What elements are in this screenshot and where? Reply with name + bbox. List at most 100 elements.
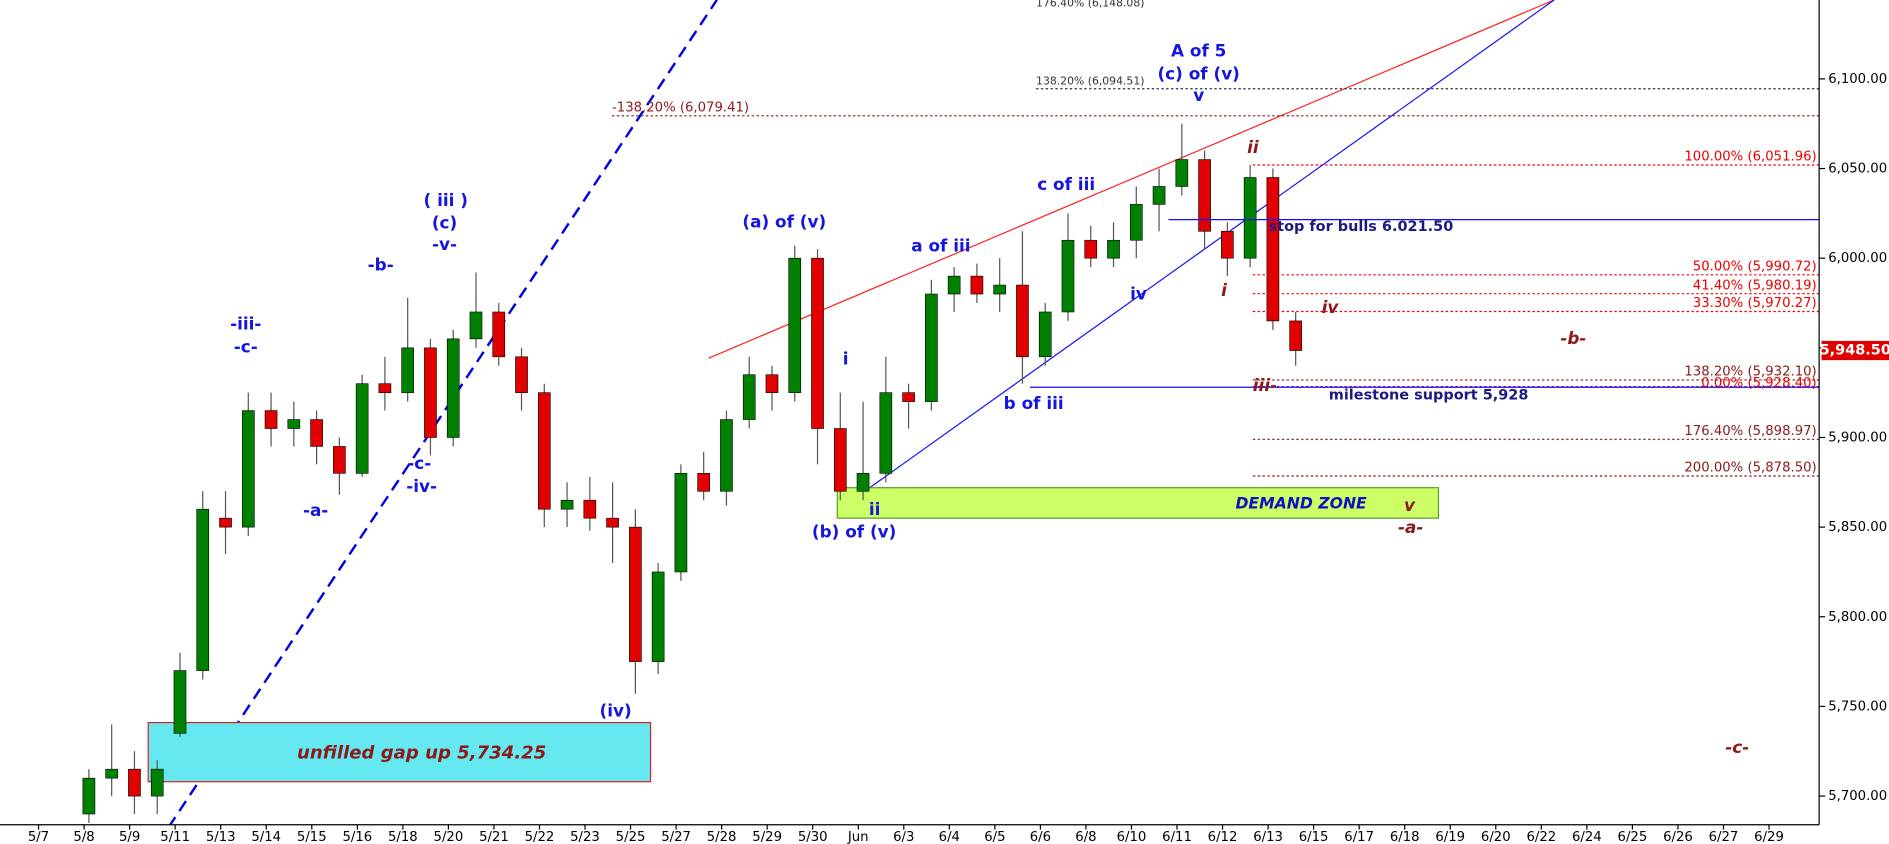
wave-label: (iv) [600,701,632,721]
x-tick-label: 6/10 [1117,830,1147,844]
y-tick-label: 6,100.00 [1828,72,1887,87]
candle-body [105,768,119,779]
x-tick-label: 6/11 [1162,830,1192,844]
wave-label: -b- [1560,328,1586,348]
zone-label: DEMAND ZONE [1235,494,1367,513]
x-tick-label: 5/8 [73,830,94,844]
candle-body [1266,177,1280,322]
candle-body [1107,239,1120,259]
candle-body [378,383,392,393]
level-label: 200.00% (5,878.50) [1684,461,1816,476]
candle-body [629,526,642,662]
wave-label: i [1221,280,1227,300]
plot-area [82,0,1820,825]
x-tick-label: 6/5 [984,830,1005,844]
candle-body [833,428,847,492]
zone [836,487,1440,519]
x-tick-label: 5/30 [798,830,828,844]
candle-body [902,392,915,402]
wave-label: ii [869,499,881,519]
candle-body [1152,186,1166,205]
candle-body [788,257,802,393]
x-tick-label: 6/18 [1390,830,1420,844]
wave-label: -a- [1398,517,1423,537]
last-price-label: 5,948.50 [1820,343,1889,359]
candle-body [355,383,369,474]
candle-body [401,347,415,393]
candle-body [1289,320,1303,351]
level-label: 176.40% (5,898.97) [1684,424,1816,439]
wave-label: (b) of (v) [812,522,896,542]
candle-body [1243,177,1257,259]
x-tick-label: 6/24 [1572,830,1602,844]
x-tick-label: 5/25 [616,830,646,844]
level-label: 138.20% (6,094.51) [1036,75,1144,88]
level-label: 50.00% (5,990.72) [1693,259,1817,274]
wave-label: -a- [303,500,328,520]
zone-label: unfilled gap up 5,734.25 [297,742,546,763]
candle-body [811,257,824,429]
x-tick-label: Jun [847,830,869,844]
level-label: 138.20% (5,932.10) [1684,365,1816,380]
x-tick-label: 5/29 [752,830,782,844]
wave-label: (a) of (v) [742,211,826,231]
wave-label: -v- [432,234,457,254]
candle-body [606,517,619,528]
x-tick-label: 5/23 [570,830,600,844]
wave-label: a of iii [911,235,970,255]
candle-body [424,347,437,438]
candle-body [1016,284,1029,358]
wave-label: -iv- [406,476,437,496]
candle-body [1175,159,1189,187]
x-tick-label: 6/19 [1435,830,1465,844]
x-tick-label: 6/17 [1344,830,1374,844]
x-tick-label: 6/25 [1618,830,1648,844]
wave-label: iii- [1253,375,1277,395]
x-tick-label: 5/9 [119,830,140,844]
candle-body [515,356,528,393]
candle-body [742,374,756,420]
candle-body [1038,311,1052,358]
candle-body [879,392,893,474]
wave-label: A of 5 [1171,41,1226,61]
candle-body [492,311,506,358]
y-tick-label: 5,900.00 [1828,430,1887,445]
candle-body [765,374,779,393]
candle-body [560,499,574,510]
y-tick-label: 5,800.00 [1828,610,1887,625]
wave-label: c of iii [1037,174,1095,194]
candle-body [219,517,232,528]
x-tick-label: 5/13 [206,830,236,844]
candle-body [674,473,688,573]
wave-label: iv [1322,297,1340,317]
candle-body [241,410,255,528]
wave-label: -c- [234,336,258,356]
x-tick-label: 6/3 [893,830,914,844]
level-label: 41.40% (5,980.19) [1693,278,1817,293]
candle-body [150,768,164,797]
candle-body [947,275,961,295]
zone [147,721,652,783]
candle-body [82,777,96,815]
wave-label: v [1404,495,1416,515]
candle-body [1221,230,1234,259]
x-tick-label: 6/15 [1299,830,1329,844]
wave-label: -b- [368,255,394,275]
candle-body [1084,239,1098,259]
trend-line [708,0,1555,359]
level-label: 0.00% (5,928.40) [1701,376,1816,391]
wave-label: -iii- [230,314,261,334]
y-tick-label: 6,000.00 [1828,251,1887,266]
x-tick-label: 6/4 [939,830,960,844]
candle-body [970,275,984,295]
candle-body [651,571,665,662]
candle-body [287,419,301,429]
wave-label: v [1193,85,1204,105]
last-price-tag [1821,340,1889,361]
candle-body [173,670,187,734]
wave-label: iv [1130,284,1147,304]
candle-body [925,293,938,402]
candle-body [1061,239,1075,313]
